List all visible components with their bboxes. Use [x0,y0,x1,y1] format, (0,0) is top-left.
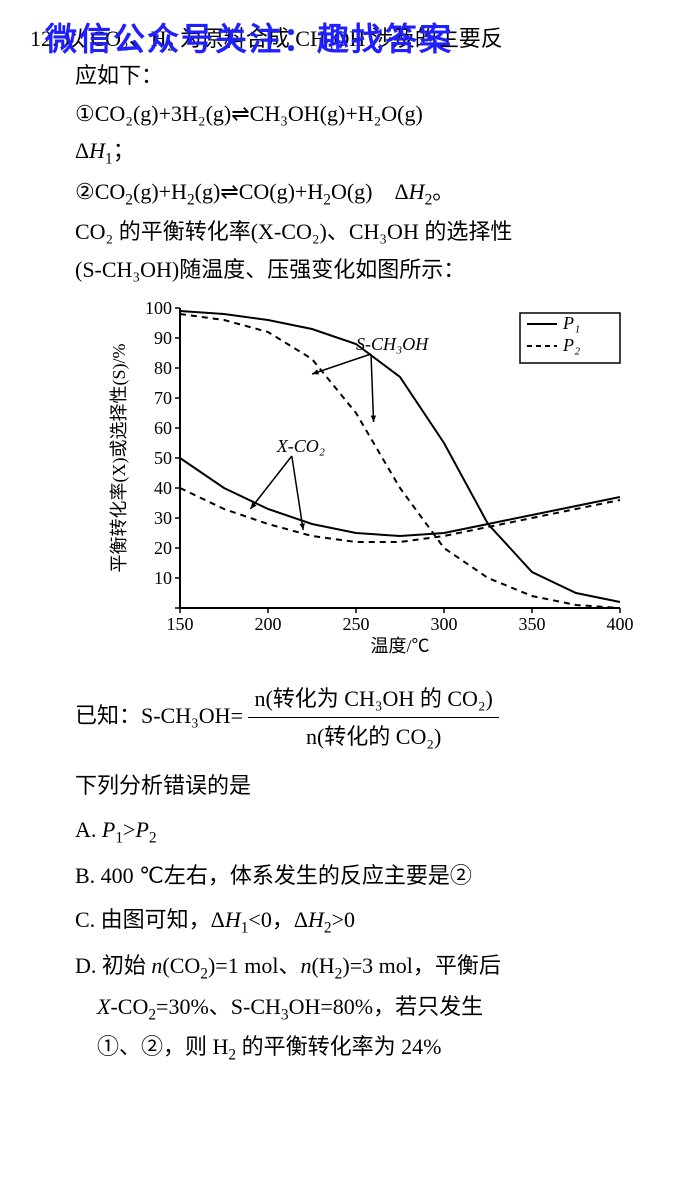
svg-text:30: 30 [154,508,172,528]
svg-text:40: 40 [154,478,172,498]
equation-1: ①CO₂(g)+3H₂(g)⇌CH₃OH(g)+H₂O(g) [30,95,670,132]
svg-text:350: 350 [519,614,546,634]
option-b: B. 400 ℃左右，体系发生的反应主要是② [30,857,670,894]
svg-text:X-CO₂: X-CO₂ [276,436,325,456]
option-d: D. 初始 n(CO2)=1 mol、n(H2)=3 mol，平衡后 X-CO2… [30,947,670,1069]
option-c: C. 由图可知，ΔH1<0，ΔH2>0 [30,901,670,942]
option-a: A. P1>P2 [30,811,670,852]
svg-text:温度/℃: 温度/℃ [370,636,429,656]
known-formula: 已知：S-CH₃OH= n(转化为 CH₃OH 的 CO₂) n(转化的 CO₂… [30,680,670,756]
desc-1: CO₂ 的平衡转化率(X-CO₂)、CH₃OH 的选择性 [30,213,670,250]
svg-text:400: 400 [607,614,634,634]
svg-text:300: 300 [431,614,458,634]
svg-text:10: 10 [154,568,172,588]
svg-text:200: 200 [255,614,282,634]
svg-text:60: 60 [154,418,172,438]
svg-text:50: 50 [154,448,172,468]
fraction: n(转化为 CH₃OH 的 CO₂) n(转化的 CO₂) [248,680,498,756]
svg-text:150: 150 [167,614,194,634]
svg-text:90: 90 [154,328,172,348]
question-block: 12. 以 CO₂、H₂ 为原料合成 CH₃OH 涉及的主要反 应如下： ①CO… [30,20,670,1069]
svg-text:平衡转化率(X)或选择性(S)/%: 平衡转化率(X)或选择性(S)/% [109,344,130,573]
equation-2: ②CO2(g)+H2(g)⇌CO(g)+H2O(g) ΔH2。 [30,173,670,214]
svg-text:P₂: P₂ [562,335,580,355]
svg-text:100: 100 [145,298,172,318]
svg-text:20: 20 [154,538,172,558]
svg-text:80: 80 [154,358,172,378]
fraction-denominator: n(转化的 CO₂) [248,718,498,755]
chart: 10 20 30 40 50 60 70 80 90 100 150 200 250 300 350 400 温… [90,298,670,669]
svg-text:S-CH₃OH: S-CH₃OH [356,334,429,354]
known-prefix: 已知：S-CH₃OH= [75,702,243,727]
desc-2: (S-CH₃OH)随温度、压强变化如图所示： [30,251,670,288]
fraction-numerator: n(转化为 CH₃OH 的 CO₂) [248,680,498,718]
equation-1-dh: ΔH1； [30,132,670,173]
prompt: 下列分析错误的是 [30,767,670,804]
svg-text:70: 70 [154,388,172,408]
watermark-text: 微信公众号关注：趣找答案 [45,12,453,66]
svg-text:250: 250 [343,614,370,634]
svg-text:P₁: P₁ [562,313,580,333]
